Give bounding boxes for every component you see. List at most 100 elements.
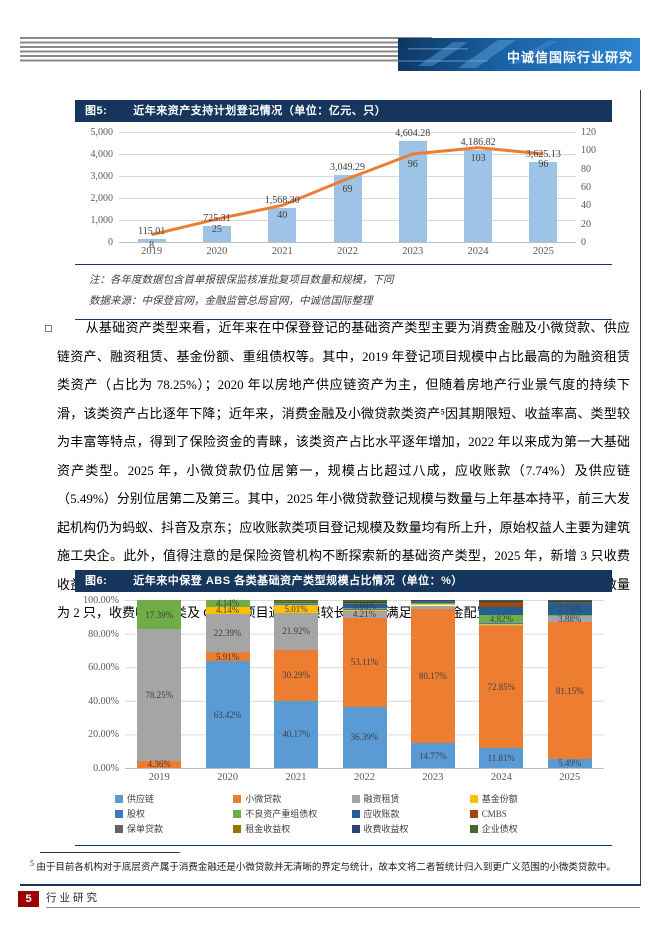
chart5-year-label: 2021 xyxy=(271,246,293,257)
figure5-note-box: 注：各年度数据包含首单报银保监核准批复项目数量和规模，下同 数据来源：中保登官网… xyxy=(75,264,612,320)
chart6-year-label: 2019 xyxy=(148,772,170,783)
bar-value-label: 3,049.29 xyxy=(330,161,365,173)
segment-label: 63.42% xyxy=(213,709,242,720)
stack-segment-基金份额 xyxy=(205,606,250,614)
legend-swatch xyxy=(233,794,242,803)
stack-segment-小微贷款 xyxy=(547,622,592,759)
segment-label: 72.85% xyxy=(487,681,516,692)
chart6-right-pad xyxy=(604,600,612,769)
legend-item-企业债权: 企业债权 xyxy=(469,822,588,835)
chart5-year-label: 2025 xyxy=(532,246,554,257)
chart5-year-label: 2019 xyxy=(141,246,163,257)
legend-label: 保单贷款 xyxy=(127,824,164,834)
segment-label: 30.29% xyxy=(282,670,310,681)
legend-swatch xyxy=(115,809,123,818)
bar-2021 xyxy=(268,207,297,242)
stack-segment-收费收益权 xyxy=(274,600,319,601)
legend-label: 基金份额 xyxy=(481,794,518,804)
chart5-right-tick: 40 xyxy=(581,200,591,212)
segment-label: 3.88% xyxy=(558,614,582,625)
stack-segment-融资租赁 xyxy=(137,629,182,761)
legend-label: 融资租赁 xyxy=(363,794,400,804)
segment-label: 5.01% xyxy=(284,603,308,614)
legend-item-小微贷款: 小微贷款 xyxy=(233,792,351,805)
segment-label: 5.91% xyxy=(216,651,240,662)
stack-segment-股权 xyxy=(342,609,387,611)
stack-segment-企业债权 xyxy=(342,600,387,602)
bar-value-label: 4,604.28 xyxy=(395,127,431,139)
chart6-y-tick: 60.00% xyxy=(88,662,119,674)
chart5-year-label: 2020 xyxy=(206,246,228,257)
chart5-right-axis: 120 100 80 60 40 20 0 xyxy=(576,127,612,248)
stack-segment-应收账款 xyxy=(410,601,455,603)
chart5-left-tick: 0 xyxy=(108,237,113,248)
bar-value-label: 3,625.13 xyxy=(525,149,561,161)
chart5-left-tick: 5,000 xyxy=(90,127,114,138)
chart6-y-tick: 40.00% xyxy=(88,695,119,707)
chart5-left-tick: 1,000 xyxy=(90,215,114,226)
stack-segment-融资租赁 xyxy=(274,612,319,650)
chart6-year-label: 2022 xyxy=(353,772,375,783)
chart5-right-tick: 60 xyxy=(581,182,591,193)
bar-2025 xyxy=(529,162,558,242)
line-value-label: 96 xyxy=(538,159,549,170)
chart6-year-label: 2024 xyxy=(490,772,512,783)
chart5-right-tick: 80 xyxy=(581,163,591,175)
line-value-label: 40 xyxy=(277,210,288,222)
chart6-plot: 4.36% 78.25% 17.39% 63.42% 5.91% 22.39% 4.14% 4… xyxy=(125,598,604,770)
line-value-label: 103 xyxy=(470,152,486,164)
stack-segment-股权 xyxy=(274,603,319,605)
stack-segment-不良资产重组债权 xyxy=(547,615,592,616)
footnote: 5 由于目前各机构对于底层资产属于消费金融还是小微贷款并无清晰的界定与统计，故本… xyxy=(30,857,624,875)
chart5-year-label: 2022 xyxy=(336,246,358,257)
line-value-label: 8 xyxy=(149,239,155,251)
chart6-y-tick: 0.00% xyxy=(93,763,119,774)
header-stripes-decoration xyxy=(20,37,432,62)
legend-label: 股权 xyxy=(127,809,146,819)
stack-segment-供应链 xyxy=(547,758,592,768)
stack-segment-股权 xyxy=(410,603,455,605)
legend-label: 小微贷款 xyxy=(245,794,282,804)
chart5-right-tick: 0 xyxy=(581,237,586,248)
stack-segment-保单贷款 xyxy=(274,601,319,602)
stack-segment-应收账款 xyxy=(479,606,524,616)
chart5-left-tick: 4,000 xyxy=(90,149,114,160)
stack-segment-不良资产重组债权 xyxy=(205,600,250,607)
bar-value-label: 725.31 xyxy=(203,213,231,225)
stack-segment-CMBS xyxy=(547,601,592,603)
stack-segment-收费收益权 xyxy=(410,600,455,602)
legend-swatch xyxy=(233,824,242,833)
chart5-year-label: 2023 xyxy=(402,246,424,257)
bar-value-label: 1,568.30 xyxy=(264,194,300,206)
bar-value-label: 115.01 xyxy=(138,226,166,238)
stack-segment-不良资产重组债权 xyxy=(274,602,319,604)
stack-segment-收费收益权 xyxy=(479,600,524,603)
legend-swatch xyxy=(469,824,478,833)
bar-2020 xyxy=(202,226,231,242)
legend-item-融资租赁: 融资租赁 xyxy=(351,792,470,805)
chart6-y-tick: 100.00% xyxy=(83,595,119,606)
segment-label: 14.77% xyxy=(419,750,447,761)
footnote-separator xyxy=(40,852,180,853)
segment-label: 21.92% xyxy=(282,626,310,637)
segment-label: 4.36% xyxy=(147,759,171,770)
legend-label: CMBS xyxy=(481,808,507,819)
stack-segment-应收账款 xyxy=(547,602,592,616)
segment-label: 80.17% xyxy=(419,670,447,681)
bar-2019 xyxy=(137,239,166,242)
chart5-left-tick: 3,000 xyxy=(90,171,114,182)
figure5-title: 近年来资产支持计划登记情况（单位：亿元、只） xyxy=(133,105,387,117)
chart5-plot: 115.01 8 725.31 25 1,568.30 40 3,049.29 69 4,604… xyxy=(119,128,576,251)
segment-label: 11.81% xyxy=(487,753,516,764)
stack-segment-CMBS xyxy=(479,602,524,607)
segment-label: 78.25% xyxy=(145,689,174,700)
stack-segment-小微贷款 xyxy=(410,608,455,744)
segment-label: 53.11% xyxy=(350,657,379,668)
stack-segment-小微贷款 xyxy=(205,651,250,662)
legend-label: 不良资产重组债权 xyxy=(245,809,318,819)
bar-value-label: 4,186.82 xyxy=(460,136,496,148)
chart6-year-label: 2023 xyxy=(422,772,444,783)
chart6-y-tick: 20.00% xyxy=(88,729,119,741)
segment-label: 5.49% xyxy=(558,758,582,769)
stack-segment-基金份额 xyxy=(274,604,319,613)
